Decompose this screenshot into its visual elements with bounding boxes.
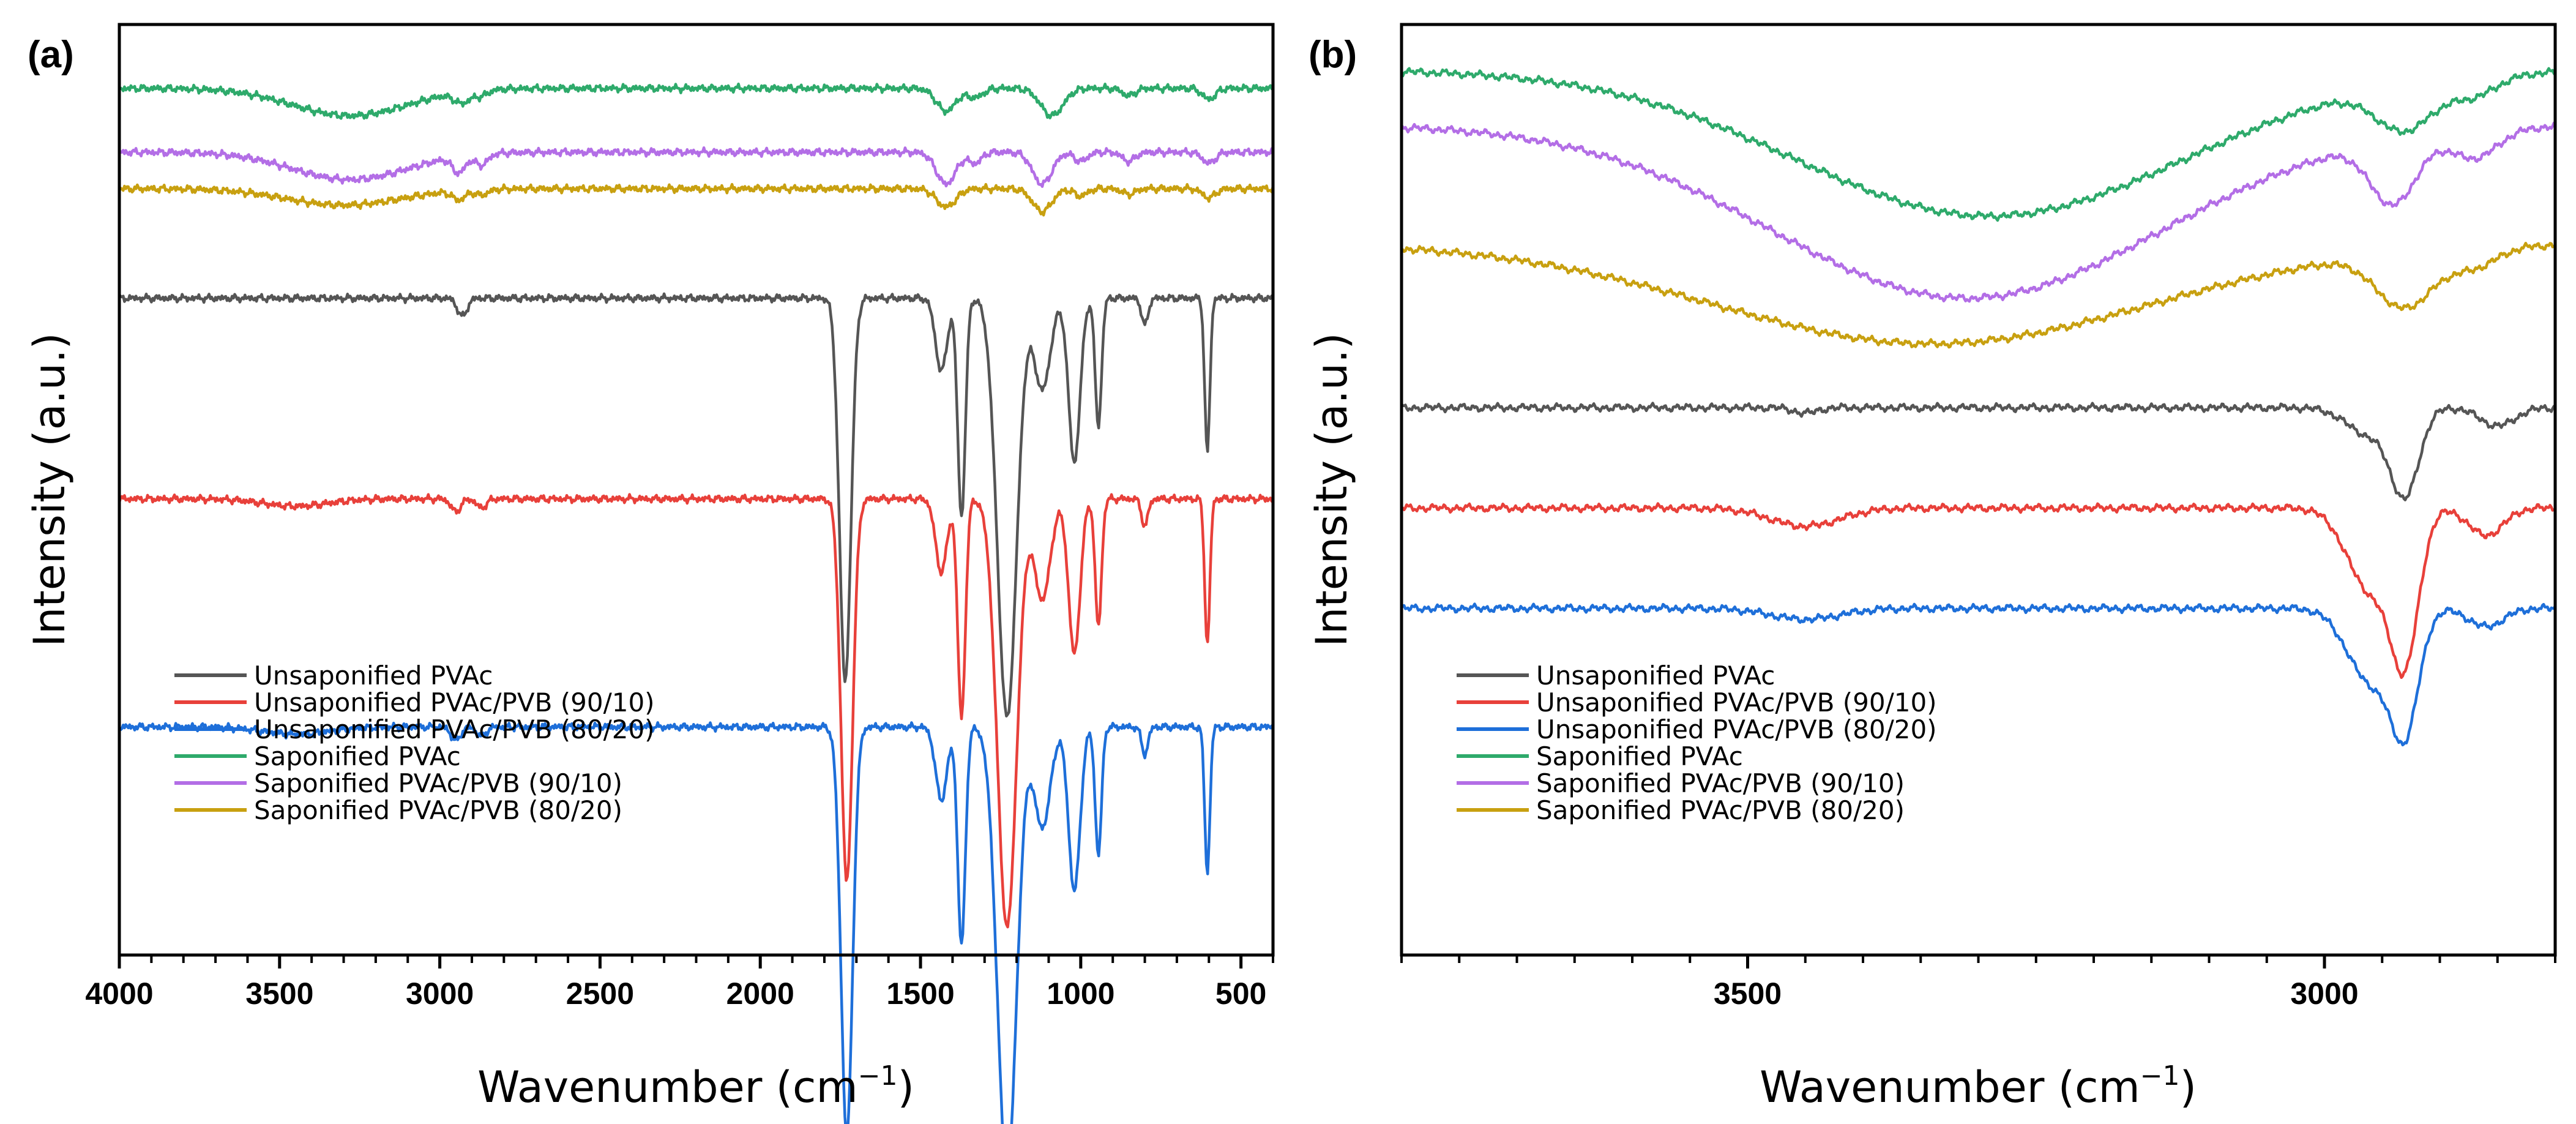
- panel-b-x-axis-title: Wavenumber (cm−1): [1760, 1060, 2197, 1112]
- panel-a-tick-label-1500: 1500: [886, 976, 954, 1011]
- panel-a-x-axis-title: Wavenumber (cm−1): [477, 1060, 914, 1112]
- panel-a-spectrum-6: [118, 182, 1275, 217]
- panel-a-legend-label-5: Saponified PVAc/PVB (90/10): [254, 768, 622, 798]
- panel-b: (b) 3500 3000 Unsaponified PVAcUnsaponifi…: [1307, 23, 2557, 1112]
- panel-b-x-ticks: 3500 3000: [1400, 955, 2556, 1011]
- panel-a-spectrum-5: [118, 146, 1275, 188]
- panel-b-spectrum-4: [1400, 67, 2557, 222]
- panel-b-spectrum-1: [1400, 402, 2557, 501]
- panel-b-legend-label-5: Saponified PVAc/PVB (90/10): [1536, 768, 1905, 798]
- panel-b-legend-label-1: Unsaponified PVAc: [1536, 661, 1775, 691]
- panel-a-label: (a): [28, 34, 74, 76]
- panel-b-spectrum-6: [1400, 241, 2557, 349]
- panel-a-tick-label-4000: 4000: [85, 976, 153, 1011]
- panel-a-spectrum-3: [118, 721, 1275, 1124]
- panel-a-tick-label-3500: 3500: [245, 976, 313, 1011]
- panel-a-legend-label-3: Unsaponified PVAc/PVB (80/20): [254, 714, 655, 744]
- panel-b-x-axis-title-close: ): [2180, 1062, 2197, 1112]
- panel-a: (a) 4000 3500 3000 2500 2000 1500 1000 500 Unsa…: [24, 23, 1275, 1124]
- panel-b-spectrum-3: [1400, 602, 2557, 747]
- panel-a-x-axis-title-superscript: −1: [858, 1060, 898, 1092]
- panel-a-legend-label-2: Unsaponified PVAc/PVB (90/10): [254, 688, 655, 717]
- panel-a-legend-label-4: Saponified PVAc: [254, 741, 461, 771]
- panel-b-spectrum-5: [1400, 121, 2557, 303]
- panel-a-legend-label-1: Unsaponified PVAc: [254, 661, 493, 691]
- panel-b-y-axis-title: Intensity (a.u.): [1307, 332, 1357, 646]
- panel-a-x-ticks: 4000 3500 3000 2500 2000 1500 1000 500: [85, 955, 1274, 1011]
- panel-b-x-axis-title-main: Wavenumber (cm: [1760, 1062, 2140, 1112]
- panel-b-spectrum-2: [1400, 502, 2557, 680]
- panel-a-spectrum-1: [118, 292, 1275, 717]
- panel-a-x-axis-title-main: Wavenumber (cm: [477, 1062, 858, 1112]
- panel-b-legend-label-3: Unsaponified PVAc/PVB (80/20): [1536, 714, 1937, 744]
- panel-b-label: (b): [1309, 34, 1357, 76]
- panel-b-x-axis-title-superscript: −1: [2140, 1060, 2180, 1092]
- panel-b-legend-label-4: Saponified PVAc: [1536, 741, 1743, 771]
- panel-a-spectrum-2: [118, 493, 1275, 929]
- panel-b-legend-label-6: Saponified PVAc/PVB (80/20): [1536, 795, 1905, 825]
- panel-a-x-axis-title-close: ): [898, 1062, 914, 1112]
- panel-a-spectra: [118, 82, 1275, 1124]
- panel-a-spectrum-4: [118, 82, 1275, 120]
- panel-a-tick-label-500: 500: [1215, 976, 1266, 1011]
- panel-a-y-axis-title: Intensity (a.u.): [24, 332, 75, 646]
- panel-b-spectra: [1400, 67, 2557, 747]
- panel-a-tick-label-2500: 2500: [566, 976, 634, 1011]
- panel-b-tick-label-3500: 3500: [1714, 976, 1782, 1011]
- panel-a-tick-label-3000: 3000: [406, 976, 474, 1011]
- panel-a-tick-label-1000: 1000: [1047, 976, 1114, 1011]
- panel-b-legend-label-2: Unsaponified PVAc/PVB (90/10): [1536, 688, 1937, 717]
- panel-a-tick-label-2000: 2000: [726, 976, 794, 1011]
- panel-a-legend-label-6: Saponified PVAc/PVB (80/20): [254, 795, 622, 825]
- panel-b-tick-label-3000: 3000: [2290, 976, 2358, 1011]
